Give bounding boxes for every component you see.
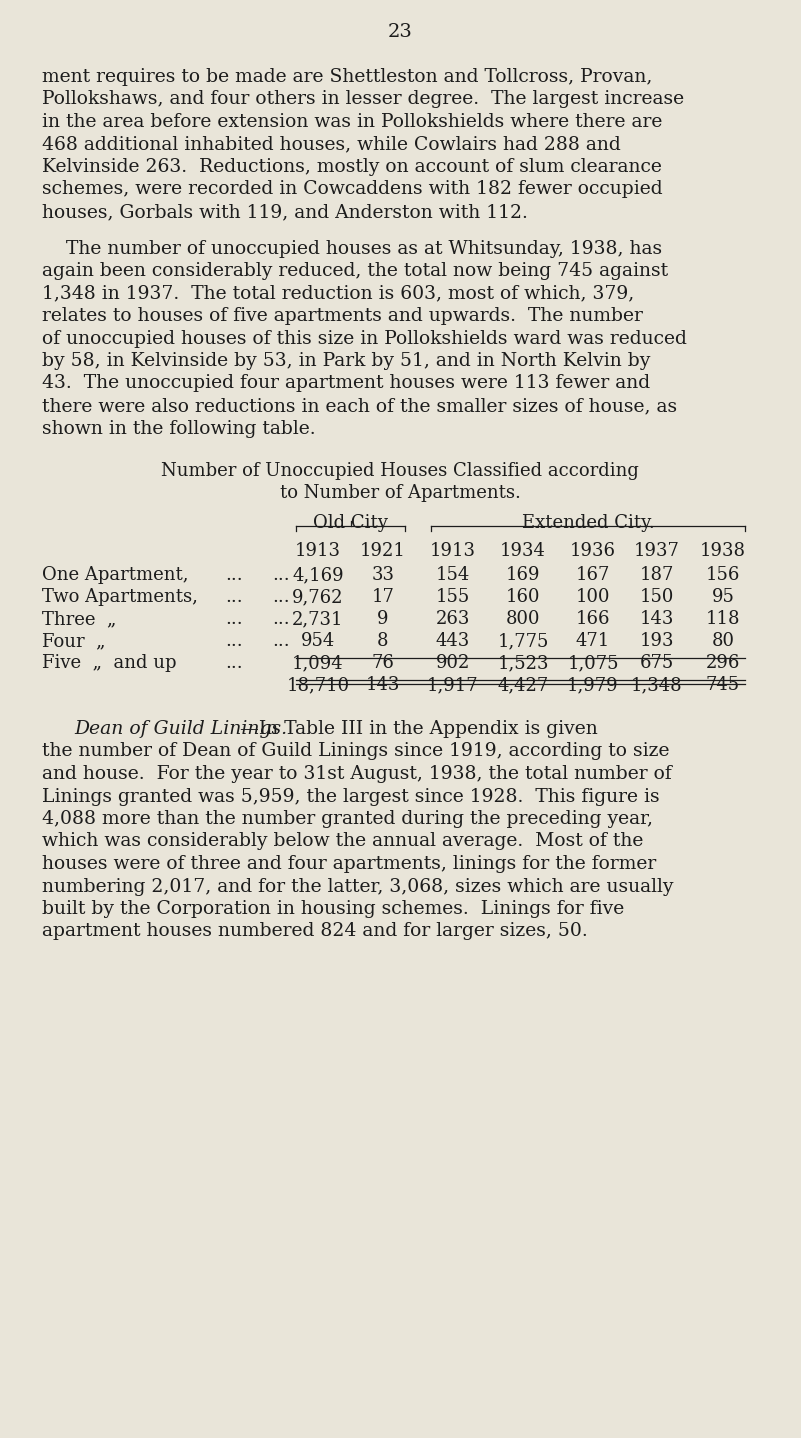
Text: 155: 155 (436, 588, 470, 605)
Text: —In Table III in the Appendix is given: —In Table III in the Appendix is given (240, 720, 598, 738)
Text: 143: 143 (640, 610, 674, 628)
Text: Extended City.: Extended City. (521, 513, 654, 532)
Text: Four  „: Four „ (42, 631, 106, 650)
Text: 18,710: 18,710 (287, 676, 349, 695)
Text: 1,094: 1,094 (292, 654, 344, 672)
Text: 33: 33 (372, 567, 395, 584)
Text: Three  „: Three „ (42, 610, 116, 628)
Text: 160: 160 (505, 588, 540, 605)
Text: 1,775: 1,775 (497, 631, 549, 650)
Text: 43.  The unoccupied four apartment houses were 113 fewer and: 43. The unoccupied four apartment houses… (42, 374, 650, 393)
Text: in the area before extension was in Pollokshields where there are: in the area before extension was in Poll… (42, 114, 662, 131)
Text: ...: ... (225, 631, 243, 650)
Text: 167: 167 (576, 567, 610, 584)
Text: 263: 263 (436, 610, 470, 628)
Text: Linings granted was 5,959, the largest since 1928.  This figure is: Linings granted was 5,959, the largest s… (42, 788, 660, 805)
Text: to Number of Apartments.: to Number of Apartments. (280, 483, 521, 502)
Text: 1,917: 1,917 (427, 676, 479, 695)
Text: 143: 143 (366, 676, 400, 695)
Text: ...: ... (225, 588, 243, 605)
Text: of unoccupied houses of this size in Pollokshields ward was reduced: of unoccupied houses of this size in Pol… (42, 329, 687, 348)
Text: ment requires to be made are Shettleston and Tollcross, Provan,: ment requires to be made are Shettleston… (42, 68, 652, 86)
Text: 745: 745 (706, 676, 740, 695)
Text: 4,427: 4,427 (497, 676, 549, 695)
Text: 1938: 1938 (700, 542, 746, 559)
Text: 800: 800 (505, 610, 540, 628)
Text: ...: ... (272, 631, 290, 650)
Text: 675: 675 (640, 654, 674, 672)
Text: 166: 166 (576, 610, 610, 628)
Text: numbering 2,017, and for the latter, 3,068, sizes which are usually: numbering 2,017, and for the latter, 3,0… (42, 877, 674, 896)
Text: 23: 23 (388, 23, 413, 42)
Text: 150: 150 (640, 588, 674, 605)
Text: 4,088 more than the number granted during the preceding year,: 4,088 more than the number granted durin… (42, 810, 653, 828)
Text: 8: 8 (377, 631, 388, 650)
Text: ...: ... (225, 654, 243, 672)
Text: 169: 169 (505, 567, 540, 584)
Text: ...: ... (225, 610, 243, 628)
Text: 1,523: 1,523 (497, 654, 549, 672)
Text: 1,979: 1,979 (567, 676, 619, 695)
Text: 17: 17 (372, 588, 394, 605)
Text: 187: 187 (640, 567, 674, 584)
Text: 468 additional inhabited houses, while Cowlairs had 288 and: 468 additional inhabited houses, while C… (42, 135, 621, 154)
Text: 193: 193 (640, 631, 674, 650)
Text: Two Apartments,: Two Apartments, (42, 588, 198, 605)
Text: 902: 902 (436, 654, 470, 672)
Text: 9,762: 9,762 (292, 588, 344, 605)
Text: 2,731: 2,731 (292, 610, 344, 628)
Text: relates to houses of five apartments and upwards.  The number: relates to houses of five apartments and… (42, 306, 643, 325)
Text: ...: ... (225, 567, 243, 584)
Text: again been considerably reduced, the total now being 745 against: again been considerably reduced, the tot… (42, 262, 668, 280)
Text: and house.  For the year to 31st August, 1938, the total number of: and house. For the year to 31st August, … (42, 765, 672, 784)
Text: shown in the following table.: shown in the following table. (42, 420, 316, 437)
Text: 95: 95 (711, 588, 735, 605)
Text: 1,075: 1,075 (567, 654, 618, 672)
Text: 80: 80 (711, 631, 735, 650)
Text: The number of unoccupied houses as at Whitsunday, 1938, has: The number of unoccupied houses as at Wh… (42, 240, 662, 257)
Text: Number of Unoccupied Houses Classified according: Number of Unoccupied Houses Classified a… (161, 462, 639, 480)
Text: 471: 471 (576, 631, 610, 650)
Text: 1936: 1936 (570, 542, 616, 559)
Text: the number of Dean of Guild Linings since 1919, according to size: the number of Dean of Guild Linings sinc… (42, 742, 670, 761)
Text: 1,348 in 1937.  The total reduction is 603, most of which, 379,: 1,348 in 1937. The total reduction is 60… (42, 285, 634, 302)
Text: 296: 296 (706, 654, 740, 672)
Text: there were also reductions in each of the smaller sizes of house, as: there were also reductions in each of th… (42, 397, 677, 416)
Text: 1921: 1921 (360, 542, 406, 559)
Text: 154: 154 (436, 567, 470, 584)
Text: 954: 954 (301, 631, 335, 650)
Text: houses were of three and four apartments, linings for the former: houses were of three and four apartments… (42, 856, 656, 873)
Text: One Apartment,: One Apartment, (42, 567, 188, 584)
Text: built by the Corporation in housing schemes.  Linings for five: built by the Corporation in housing sche… (42, 900, 624, 917)
Text: houses, Gorbals with 119, and Anderston with 112.: houses, Gorbals with 119, and Anderston … (42, 203, 528, 221)
Text: which was considerably below the annual average.  Most of the: which was considerably below the annual … (42, 833, 643, 850)
Text: 1934: 1934 (500, 542, 546, 559)
Text: Five  „  and up: Five „ and up (42, 654, 176, 672)
Text: ...: ... (272, 610, 290, 628)
Text: 1913: 1913 (295, 542, 341, 559)
Text: 156: 156 (706, 567, 740, 584)
Text: 118: 118 (706, 610, 740, 628)
Text: 1913: 1913 (430, 542, 476, 559)
Text: 443: 443 (436, 631, 470, 650)
Text: 4,169: 4,169 (292, 567, 344, 584)
Text: Old City: Old City (313, 513, 388, 532)
Text: 100: 100 (576, 588, 610, 605)
Text: by 58, in Kelvinside by 53, in Park by 51, and in North Kelvin by: by 58, in Kelvinside by 53, in Park by 5… (42, 352, 650, 370)
Text: 1937: 1937 (634, 542, 680, 559)
Text: 9: 9 (377, 610, 388, 628)
Text: Dean of Guild Linings.: Dean of Guild Linings. (74, 720, 287, 738)
Text: 76: 76 (372, 654, 394, 672)
Text: ...: ... (272, 588, 290, 605)
Text: 1,348: 1,348 (631, 676, 682, 695)
Text: Pollokshaws, and four others in lesser degree.  The largest increase: Pollokshaws, and four others in lesser d… (42, 91, 684, 108)
Text: ...: ... (272, 567, 290, 584)
Text: apartment houses numbered 824 and for larger sizes, 50.: apartment houses numbered 824 and for la… (42, 923, 588, 940)
Text: schemes, were recorded in Cowcaddens with 182 fewer occupied: schemes, were recorded in Cowcaddens wit… (42, 181, 662, 198)
Text: Kelvinside 263.  Reductions, mostly on account of slum clearance: Kelvinside 263. Reductions, mostly on ac… (42, 158, 662, 175)
